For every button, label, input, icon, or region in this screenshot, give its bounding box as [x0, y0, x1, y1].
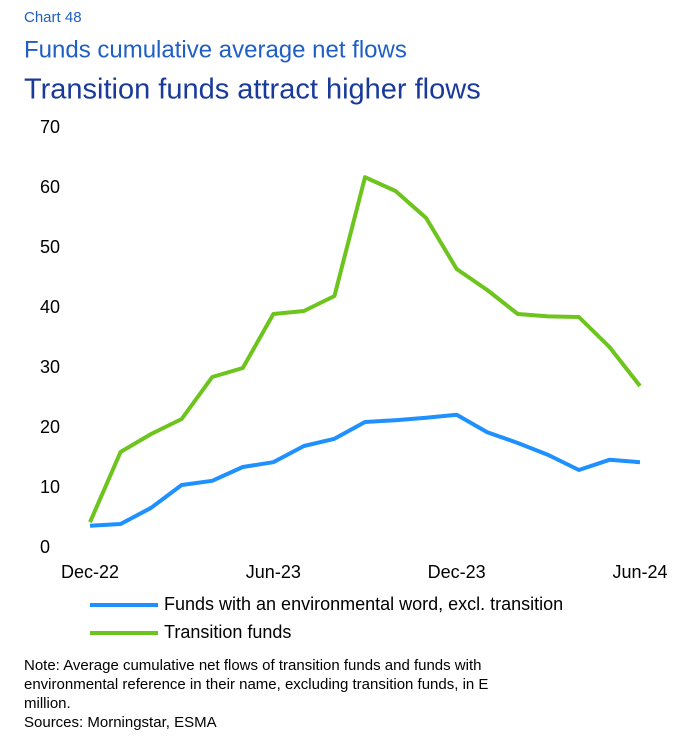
line-series: [88, 175, 642, 523]
x-tick-label: Jun-24: [612, 562, 667, 582]
y-tick-label: 20: [40, 417, 60, 437]
legend-label: Funds with an environmental word, excl. …: [164, 594, 563, 614]
line-series: [89, 412, 641, 528]
note-line: environmental reference in their name, e…: [24, 676, 489, 693]
legend-label: Transition funds: [164, 622, 291, 642]
y-tick-label: 0: [40, 537, 50, 557]
chart-subtitle: Transition funds attract higher flows: [24, 74, 481, 106]
y-tick-label: 70: [40, 117, 60, 137]
y-tick-label: 50: [40, 237, 60, 257]
notes: Note: Average cumulative net flows of tr…: [24, 656, 697, 732]
sources: Sources: Morningstar, ESMA: [24, 714, 217, 731]
note-line: million.: [24, 695, 71, 712]
x-tick-label: Jun-23: [246, 562, 301, 582]
note-line: Note: Average cumulative net flows of tr…: [24, 657, 482, 674]
x-tick-label: Dec-23: [428, 562, 486, 582]
y-tick-label: 30: [40, 357, 60, 377]
y-tick-label: 40: [40, 297, 60, 317]
x-tick-label: Dec-22: [61, 562, 119, 582]
y-tick-label: 60: [40, 177, 60, 197]
chart-title: Funds cumulative average net flows: [24, 36, 407, 63]
chart-label: Chart 48: [24, 9, 82, 26]
y-tick-label: 10: [40, 477, 60, 497]
